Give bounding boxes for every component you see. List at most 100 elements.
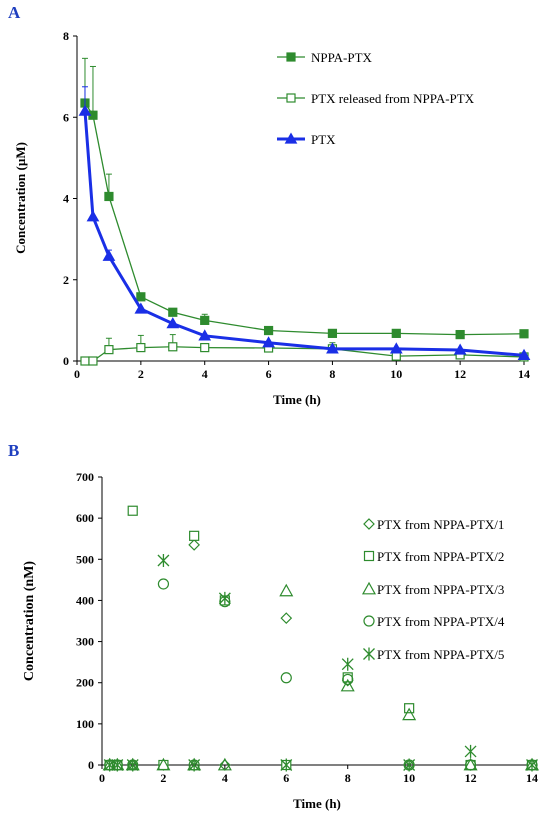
- legend-marker: [363, 615, 375, 627]
- y-tick-label: 4: [63, 192, 69, 206]
- data-point: [156, 757, 171, 771]
- data-point: [327, 328, 338, 338]
- data-point: [280, 612, 293, 624]
- data-point: [136, 292, 146, 302]
- data-point: [189, 530, 200, 541]
- legend-marker: [363, 518, 375, 530]
- x-tick-label: 6: [283, 771, 289, 785]
- data-point: [166, 317, 180, 329]
- x-tick-label: 12: [465, 771, 477, 785]
- data-point: [104, 191, 114, 202]
- y-tick-label: 700: [76, 470, 94, 484]
- legend-marker: [286, 52, 296, 62]
- data-point: [519, 329, 529, 339]
- data-point: [111, 758, 124, 772]
- data-point: [517, 348, 531, 360]
- legend-marker: [361, 581, 377, 595]
- y-tick-label: 8: [63, 29, 69, 43]
- data-point: [102, 249, 116, 261]
- data-point: [526, 758, 538, 772]
- panel-a-axes: 0 2 4 6 8 10 12 14 0 2 4 6 8: [63, 29, 530, 381]
- x-tick-label: 8: [329, 367, 335, 381]
- y-tick-label: 600: [76, 511, 94, 525]
- data-point: [188, 758, 201, 772]
- panel-a: A 0 2 4 6 8 10 12 14 0 2 4 6 8 NPPA-PTX PTX released …: [8, 3, 531, 407]
- data-point: [168, 342, 178, 352]
- x-tick-label: 6: [266, 367, 272, 381]
- y-tick-label: 300: [76, 635, 94, 649]
- data-point: [262, 336, 275, 348]
- data-point: [342, 673, 354, 686]
- panel-a-y-axis-title: Concentration (µM): [13, 142, 28, 254]
- y-tick-label: 500: [76, 552, 94, 566]
- legend-label: PTX from NPPA-PTX/2: [377, 549, 504, 564]
- x-tick-label: 0: [99, 771, 105, 785]
- data-point: [340, 678, 355, 692]
- legend-label: PTX: [311, 132, 336, 147]
- data-point: [200, 315, 210, 325]
- panel-a-series: [78, 57, 531, 366]
- data-point: [127, 505, 138, 516]
- x-tick-label: 2: [160, 771, 166, 785]
- legend-marker: [363, 550, 375, 562]
- x-tick-label: 0: [74, 367, 80, 381]
- data-point: [389, 342, 403, 354]
- legend-label: PTX released from NPPA-PTX: [311, 91, 475, 106]
- data-point: [88, 356, 98, 366]
- data-point: [280, 758, 293, 772]
- x-tick-label: 2: [138, 367, 144, 381]
- data-point: [453, 343, 467, 355]
- data-point: [200, 342, 210, 353]
- y-tick-label: 0: [88, 758, 94, 772]
- panel-b-axes: 0 2 4 6 8 10 12 14 0 100 200 300 400 500 600 700: [76, 470, 538, 785]
- legend-marker: [363, 647, 375, 661]
- data-point: [403, 758, 416, 772]
- data-point: [455, 329, 465, 340]
- data-point: [464, 744, 477, 758]
- y-tick-label: 200: [76, 676, 94, 690]
- data-point: [326, 342, 339, 354]
- data-point: [157, 554, 170, 568]
- data-point: [134, 302, 148, 314]
- panel-b: B 0 2 4 6 8 10 12 14 0 100 200 300 400 500 600 700 PTX …: [8, 441, 540, 811]
- series-line-3: [83, 111, 525, 357]
- data-point: [168, 307, 178, 317]
- x-tick-label: 4: [222, 771, 228, 785]
- x-tick-label: 10: [403, 771, 415, 785]
- data-point: [341, 657, 354, 671]
- data-point: [198, 329, 212, 341]
- data-point: [217, 757, 232, 771]
- legend-label: PTX from NPPA-PTX/5: [377, 647, 504, 662]
- legend-label: PTX from NPPA-PTX/1: [377, 517, 504, 532]
- legend-label: PTX from NPPA-PTX/4: [377, 614, 505, 629]
- legend-label: NPPA-PTX: [311, 50, 373, 65]
- data-point: [280, 672, 292, 684]
- data-point: [402, 707, 417, 721]
- data-point: [218, 591, 231, 605]
- data-point: [391, 328, 401, 338]
- x-tick-label: 12: [454, 367, 466, 381]
- y-tick-label: 100: [76, 717, 94, 731]
- x-tick-label: 14: [526, 771, 538, 785]
- data-point: [279, 583, 294, 597]
- panel-a-label: A: [8, 3, 21, 22]
- x-tick-label: 8: [345, 771, 351, 785]
- y-tick-label: 0: [63, 354, 69, 368]
- y-tick-label: 2: [63, 273, 69, 287]
- y-tick-label: 6: [63, 110, 69, 124]
- panel-b-legend: PTX from NPPA-PTX/1 PTX from NPPA-PTX/2 PT…: [361, 517, 505, 662]
- panel-a-x-axis-title: Time (h): [273, 392, 321, 407]
- panel-b-x-axis-title: Time (h): [293, 796, 341, 811]
- data-point: [104, 345, 114, 355]
- data-point: [464, 759, 477, 771]
- panel-b-label: B: [8, 441, 19, 460]
- panel-b-y-axis-title: Concentration (nM): [22, 561, 37, 681]
- data-point: [157, 578, 170, 590]
- y-tick-label: 400: [76, 593, 94, 607]
- legend-label: PTX from NPPA-PTX/3: [377, 582, 504, 597]
- legend-marker: [286, 93, 296, 103]
- legend-marker: [284, 132, 298, 144]
- data-point: [78, 104, 92, 116]
- data-point: [263, 325, 274, 336]
- panel-a-legend: NPPA-PTX PTX released from NPPA-PTX PTX: [277, 50, 475, 147]
